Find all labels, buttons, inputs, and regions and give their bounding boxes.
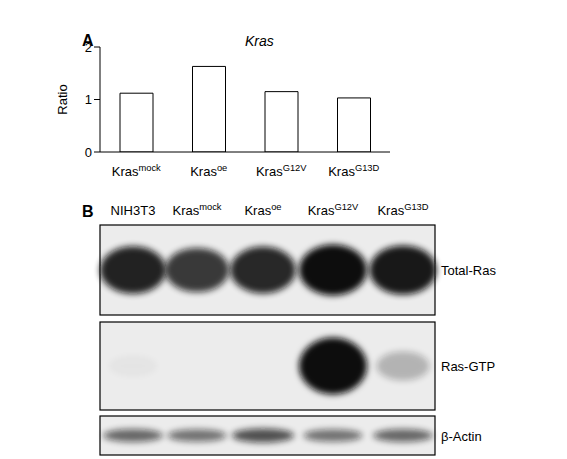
svg-text:Krasmock: Krasmock: [112, 163, 161, 179]
svg-text:KrasG13D: KrasG13D: [328, 163, 379, 179]
svg-text:Ras-GTP: Ras-GTP: [441, 359, 495, 374]
svg-text:B: B: [82, 203, 94, 220]
svg-text:NIH3T3: NIH3T3: [111, 203, 156, 218]
svg-text:KrasG12V: KrasG12V: [256, 163, 307, 179]
svg-text:Krasoe: Krasoe: [190, 163, 227, 179]
svg-text:Ratio: Ratio: [55, 84, 70, 114]
svg-text:Total-Ras: Total-Ras: [441, 263, 496, 278]
svg-text:2: 2: [85, 40, 92, 55]
svg-text:KrasG12V: KrasG12V: [308, 202, 359, 218]
svg-text:1: 1: [85, 92, 92, 107]
svg-text:Krasoe: Krasoe: [244, 202, 281, 218]
svg-text:0: 0: [85, 145, 92, 160]
svg-text:KrasG13D: KrasG13D: [377, 202, 428, 218]
svg-text:β-Actin: β-Actin: [441, 429, 482, 444]
svg-text:Krasmock: Krasmock: [172, 202, 221, 218]
